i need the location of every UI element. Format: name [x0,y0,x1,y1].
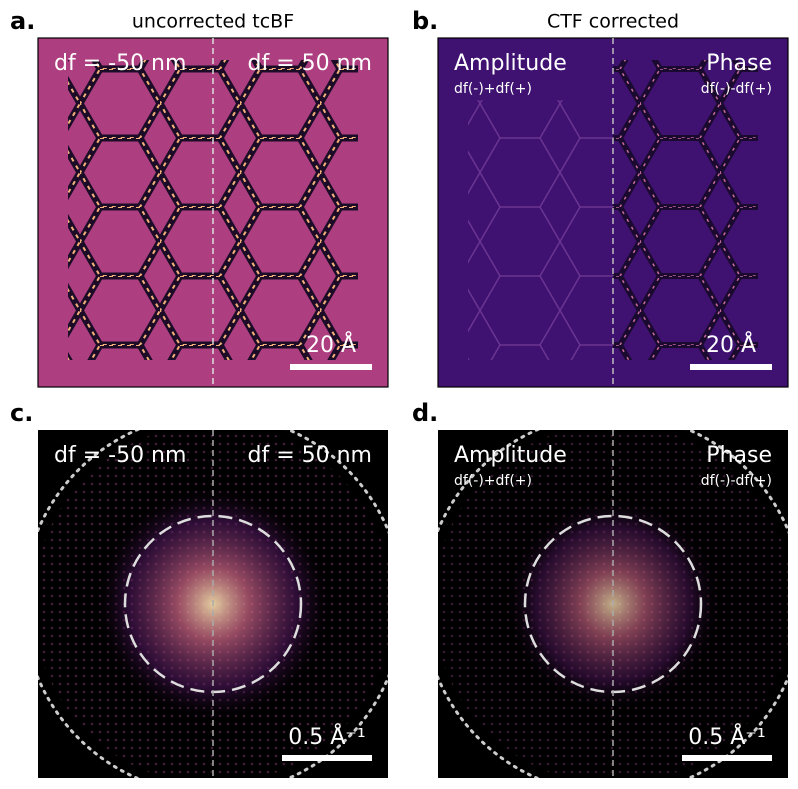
panel-label: d. [412,399,438,427]
panel-title: uncorrected tcBF [132,11,294,33]
lattice [468,100,613,360]
right-text: df = 50 nm [248,443,373,468]
scale-label: 0.5 Å⁻¹ [288,723,365,750]
panel-label: b. [412,7,438,35]
panel-label: a. [10,7,35,35]
right-text: df = 50 nm [248,51,373,76]
left-subtext: df(-)+df(+) [454,473,532,489]
right-text: Phase [706,51,772,76]
lattice [613,60,758,360]
left-text: df = -50 nm [54,51,186,76]
scale-bar [690,364,772,370]
panel-title: CTF corrected [547,11,679,33]
panel-label: c. [10,399,33,427]
left-subtext: df(-)+df(+) [454,81,532,97]
left-text: Amplitude [454,51,567,76]
right-subtext: df(-)-df(+) [701,473,772,489]
right-subtext: df(-)-df(+) [701,81,772,97]
scale-label: 20 Å [706,331,756,358]
scale-label: 0.5 Å⁻¹ [688,723,765,750]
scale-label: 20 Å [306,331,356,358]
left-text: df = -50 nm [54,443,186,468]
right-text: Phase [706,443,772,468]
scale-bar [282,755,372,761]
left-text: Amplitude [454,443,567,468]
scale-bar [682,755,772,761]
scale-bar [290,364,372,370]
